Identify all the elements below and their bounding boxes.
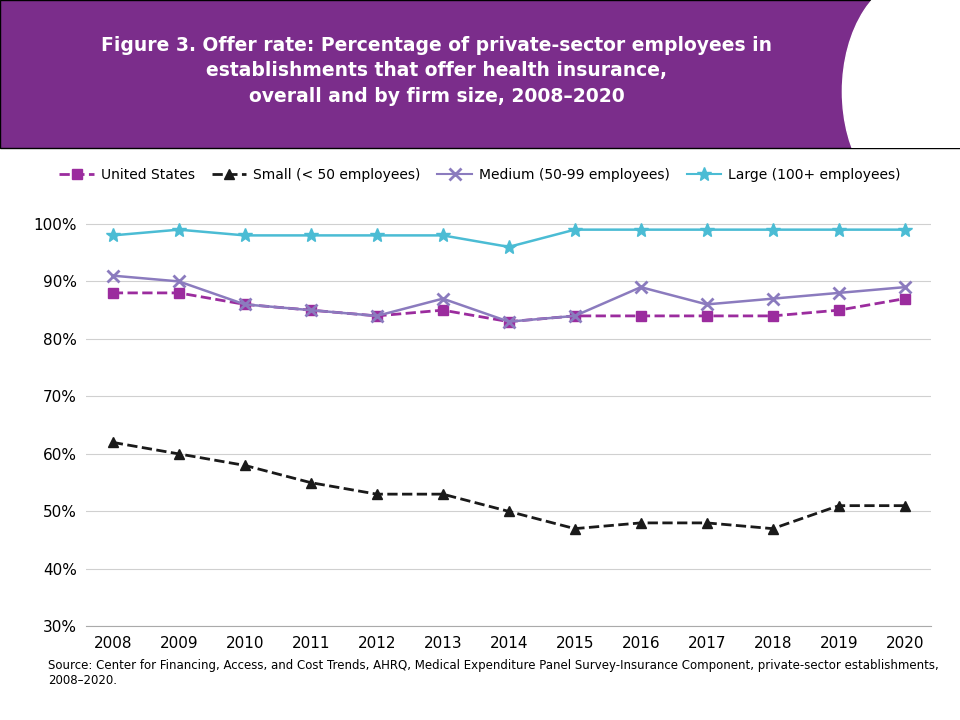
Legend: United States, Small (< 50 employees), Medium (50-99 employees), Large (100+ emp: United States, Small (< 50 employees), M…: [54, 162, 906, 187]
FancyBboxPatch shape: [0, 0, 960, 148]
Text: Source: Center for Financing, Access, and Cost Trends, AHRQ, Medical Expenditure: Source: Center for Financing, Access, an…: [48, 659, 939, 687]
Ellipse shape: [843, 0, 960, 206]
Text: Figure 3. Offer rate: Percentage of private-sector employees in
establishments t: Figure 3. Offer rate: Percentage of priv…: [102, 35, 772, 106]
